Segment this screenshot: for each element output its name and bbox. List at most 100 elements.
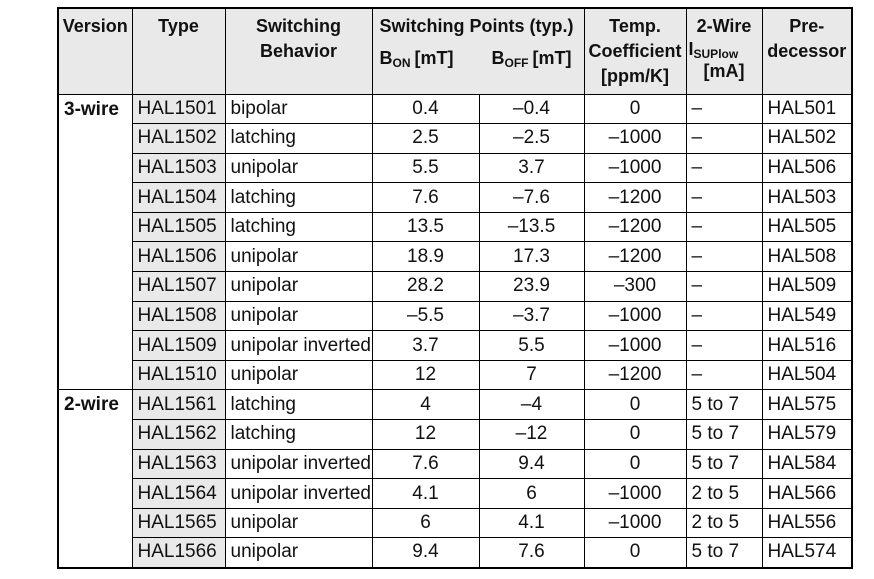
version-cell: 2-wire	[57, 389, 133, 568]
behavior-cell: unipolar	[224, 507, 373, 539]
table-row: HAL1562 latching 12 –12 0 5 to 7 HAL579	[58, 419, 853, 450]
temp-coeff-cell: –1000	[583, 123, 687, 154]
predecessor-cell: HAL516	[761, 330, 853, 361]
temp-coeff-cell: –300	[583, 271, 687, 302]
behavior-cell: latching	[224, 182, 373, 213]
table-row: HAL1504 latching 7.6 –7.6 –1200– HAL503	[58, 182, 853, 213]
type-cell: HAL1507	[131, 271, 226, 302]
boff-cell: 3.7	[478, 152, 585, 184]
predecessor-cell: HAL503	[761, 182, 853, 213]
boff-cell: –12	[478, 419, 585, 450]
type-cell: HAL1505	[131, 211, 226, 243]
hal-sensor-selection-table: Version Type Switching Behavior Switchin…	[57, 7, 853, 569]
type-cell: HAL1501	[131, 93, 226, 125]
type-cell: HAL1564	[131, 478, 226, 509]
bon-cell: 9.4	[371, 537, 480, 568]
boff-cell: –3.7	[478, 300, 585, 332]
behavior-cell: latching	[224, 389, 373, 421]
boff-unit: [mT]	[532, 48, 572, 68]
boff-cell: 17.3	[478, 241, 585, 273]
bon-cell: 4	[371, 389, 480, 421]
table-row: 2-wire HAL1561 latching 4 –4 0 5 to 7 HAL575	[57, 389, 853, 568]
header-line: Temp.	[609, 16, 661, 36]
isup-cell: –	[685, 300, 763, 332]
isup-cell: 2 to 5	[685, 478, 763, 509]
temp-coeff-cell: –1000	[583, 478, 687, 509]
type-cell: HAL1503	[131, 152, 226, 184]
table-row: HAL1508 unipolar –5.5 –3.7 –1000– HAL549	[58, 300, 853, 332]
isup-cell: –	[685, 152, 763, 184]
header-temp-coefficient: Temp. Coefficient [ppm/K]	[583, 7, 687, 95]
type-cell: HAL1563	[131, 448, 226, 480]
bon-cell: 12	[371, 419, 480, 450]
bon-cell: 7.6	[371, 448, 480, 480]
header-version: Version	[57, 7, 133, 95]
boff-cell: 23.9	[478, 271, 585, 302]
behavior-cell: unipolar	[224, 152, 373, 184]
table-row: HAL1510 unipolar 12 7 –1200– HAL504	[58, 359, 853, 391]
type-cell: HAL1510	[131, 359, 226, 391]
behavior-cell: unipolar	[224, 359, 373, 391]
header-predecessor: Pre- decessor	[761, 7, 853, 95]
predecessor-cell: HAL566	[761, 478, 853, 509]
isup-cell: –	[685, 271, 763, 302]
table-row: HAL1505 latching 13.5 –13.5 –1200– HAL505	[58, 211, 853, 243]
behavior-cell: unipolar inverted	[224, 478, 373, 509]
table-row: HAL1507 unipolar 28.2 23.9 –300– HAL509	[58, 271, 853, 302]
predecessor-cell: HAL509	[761, 271, 853, 302]
predecessor-cell: HAL504	[761, 359, 853, 391]
bon-cell: 12	[371, 359, 480, 391]
table-body: 3-wire HAL1501 bipolar 0.4 –0.4 0– HAL501 HAL15…	[57, 93, 853, 568]
header-bon: BON [mT]	[380, 46, 479, 70]
predecessor-cell: HAL506	[761, 152, 853, 184]
isup-cell: –	[685, 211, 763, 243]
header-switching-points: Switching Points (typ.) BON [mT] BOFF [mT]	[371, 7, 585, 95]
isup-subscript: SUPlow	[693, 47, 739, 61]
header-row: Version Type Switching Behavior Switchin…	[57, 7, 853, 95]
type-cell: HAL1504	[131, 182, 226, 213]
bon-cell: 3.7	[371, 330, 480, 361]
temp-coeff-cell: –1000	[583, 300, 687, 332]
predecessor-cell: HAL502	[761, 123, 853, 154]
header-switching-behavior: Switching Behavior	[224, 7, 373, 95]
behavior-cell: latching	[224, 123, 373, 154]
bon-cell: 6	[371, 507, 480, 539]
header-line: 2-Wire	[696, 16, 752, 36]
behavior-cell: latching	[224, 419, 373, 450]
isup-cell: –	[685, 123, 763, 154]
behavior-cell: bipolar	[224, 93, 373, 125]
boff-cell: –7.6	[478, 182, 585, 213]
boff-cell: 7.6	[478, 537, 585, 568]
temp-coeff-cell: –1200	[583, 182, 687, 213]
isup-cell: 5 to 7	[685, 419, 763, 450]
isup-symbol-line: ISUPlow	[687, 38, 761, 61]
bon-subscript: ON	[392, 56, 411, 70]
boff-cell: –2.5	[478, 123, 585, 154]
predecessor-cell: HAL508	[761, 241, 853, 273]
type-cell: HAL1502	[131, 123, 226, 154]
behavior-cell: unipolar	[224, 300, 373, 332]
bon-cell: 28.2	[371, 271, 480, 302]
predecessor-cell: HAL505	[761, 211, 853, 243]
isup-cell: –	[685, 182, 763, 213]
header-line: Switching	[256, 16, 341, 36]
isup-symbol: I	[688, 39, 694, 59]
bon-cell: 0.4	[371, 93, 480, 125]
temp-coeff-cell: 0	[583, 537, 687, 568]
version-cell: 3-wire	[57, 93, 133, 391]
header-line: Pre-	[789, 16, 825, 36]
type-cell: HAL1506	[131, 241, 226, 273]
header-type: Type	[131, 7, 226, 95]
predecessor-cell: HAL584	[761, 448, 853, 480]
type-cell: HAL1566	[131, 537, 226, 568]
header-2wire-isup: 2-Wire ISUPlow [mA]	[685, 7, 763, 95]
bon-symbol: B	[379, 48, 393, 68]
behavior-cell: unipolar inverted	[224, 448, 373, 480]
behavior-cell: latching	[224, 211, 373, 243]
temp-coeff-cell: –1000	[583, 330, 687, 361]
temp-coeff-cell: –1200	[583, 211, 687, 243]
behavior-cell: unipolar	[224, 241, 373, 273]
isup-cell: –	[685, 359, 763, 391]
isup-cell: 5 to 7	[685, 389, 763, 421]
type-cell: HAL1565	[131, 507, 226, 539]
